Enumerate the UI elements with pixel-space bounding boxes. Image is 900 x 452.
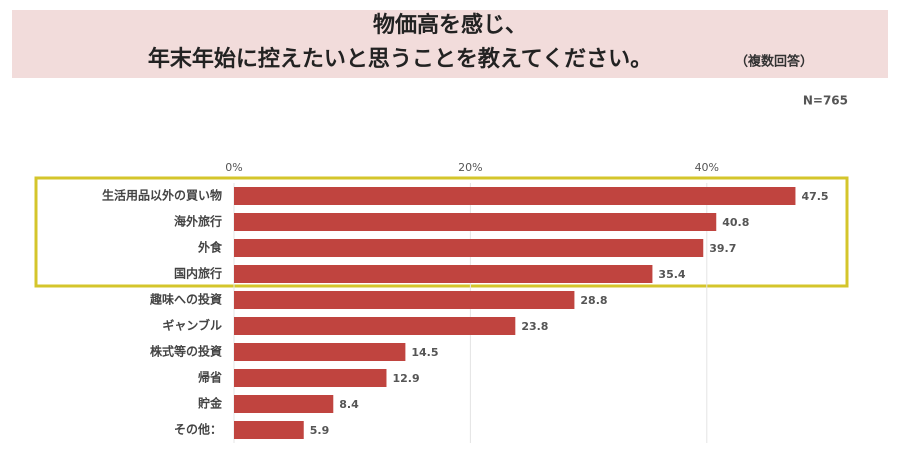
chart-title: 物価高を感じ、 bbox=[373, 12, 527, 38]
bar bbox=[234, 395, 334, 413]
value-label: 47.5 bbox=[801, 190, 828, 203]
value-label: 39.7 bbox=[709, 242, 736, 255]
y-tick-label: 帰省 bbox=[198, 370, 222, 385]
bar bbox=[234, 213, 717, 231]
bar bbox=[234, 239, 704, 257]
y-tick-label: その他： bbox=[174, 422, 222, 437]
chart-title: 年末年始に控えたいと思うことを教えてください。 bbox=[148, 46, 652, 72]
value-label: 14.5 bbox=[411, 346, 438, 359]
y-tick-label: 貯金 bbox=[198, 396, 223, 411]
sample-note: N=765 bbox=[803, 94, 848, 108]
bar bbox=[234, 265, 653, 283]
title-background bbox=[12, 10, 888, 78]
highlight-box bbox=[34, 176, 849, 288]
y-tick-label: 趣味への投資 bbox=[149, 292, 222, 307]
bar bbox=[234, 369, 387, 387]
value-label: 35.4 bbox=[658, 268, 685, 281]
y-tick-label: 外食 bbox=[198, 240, 223, 255]
y-tick-label: 海外旅行 bbox=[174, 214, 222, 229]
y-tick-label: 国内旅行 bbox=[174, 266, 222, 281]
bar bbox=[234, 343, 406, 361]
y-tick-label: 株式等の投資 bbox=[150, 344, 222, 359]
bar bbox=[234, 291, 575, 309]
value-label: 12.9 bbox=[392, 372, 419, 385]
x-tick-label: 0% bbox=[225, 161, 242, 174]
y-tick-label: 生活用品以外の買い物 bbox=[102, 188, 222, 203]
value-label: 8.4 bbox=[339, 398, 359, 411]
bar bbox=[234, 421, 304, 439]
value-label: 5.9 bbox=[310, 424, 330, 437]
x-tick-label: 20% bbox=[458, 161, 482, 174]
value-label: 23.8 bbox=[521, 320, 548, 333]
chart-subtitle: （複数回答） bbox=[735, 54, 813, 70]
value-label: 28.8 bbox=[580, 294, 607, 307]
bar bbox=[234, 187, 796, 205]
bar bbox=[234, 317, 516, 335]
x-tick-label: 40% bbox=[695, 161, 719, 174]
value-label: 40.8 bbox=[722, 216, 749, 229]
y-tick-label: ギャンブル bbox=[162, 318, 222, 333]
